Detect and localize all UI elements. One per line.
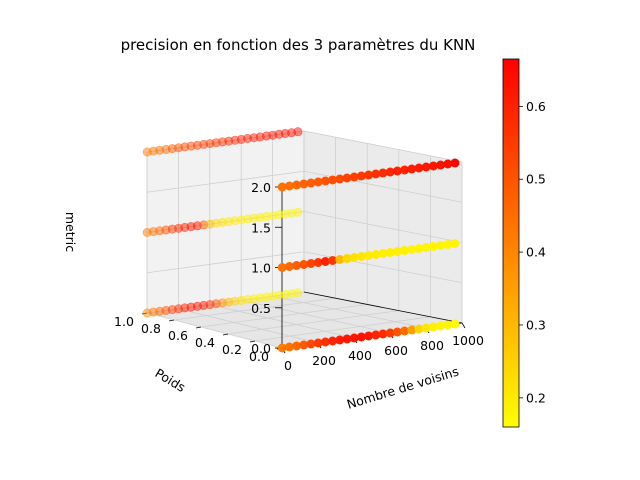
x-tick-label: 800 <box>420 338 444 353</box>
chart-title: precision en fonction des 3 paramètres d… <box>121 36 476 54</box>
y-tick-mark <box>168 319 175 322</box>
grid-line-x <box>178 308 319 344</box>
z-tick-label: 2.0 <box>251 180 271 195</box>
grid-line-z <box>303 130 463 163</box>
colorbar-tick-label: 0.6 <box>526 99 546 114</box>
grid-line-y <box>254 316 431 342</box>
y-tick-mark <box>195 326 202 329</box>
y-axis-line <box>303 291 463 324</box>
y-tick-mark <box>222 333 229 336</box>
scatter-points <box>142 127 460 353</box>
y-axis-label: Poids <box>152 365 188 395</box>
grid-line-x <box>146 312 283 349</box>
colorbar-tick-label: 0.3 <box>526 317 546 332</box>
y-tick-label: 1.0 <box>114 314 134 329</box>
z-tick-label: 1.0 <box>251 261 271 276</box>
grid-line-z <box>146 251 305 274</box>
grid-line-z <box>146 170 305 193</box>
grid-line-y <box>227 310 399 335</box>
scatter-point <box>450 239 460 249</box>
x-tick-label: 400 <box>348 348 372 363</box>
grid-line-x <box>272 295 427 329</box>
colorbar-tick-label: 0.5 <box>526 172 546 187</box>
y-tick-label: 0.2 <box>222 342 242 357</box>
y-tick-label: 0.8 <box>141 321 161 336</box>
colorbar-tick-label: 0.4 <box>526 245 546 260</box>
z-axis-label: metric <box>63 212 78 252</box>
colorbar-ticks: 0.2 0.3 0.4 0.5 0.6 <box>519 99 546 405</box>
y-tick-label: 0.0 <box>249 349 269 364</box>
y-tick-mark <box>249 340 256 343</box>
x-tick-mark <box>461 322 466 329</box>
scatter-point <box>293 288 303 298</box>
x-tick-label: 600 <box>384 343 408 358</box>
z-tick-label: 1.5 <box>251 220 271 235</box>
x-tick-label: 200 <box>312 353 336 368</box>
scatter-point <box>450 319 460 329</box>
x-tick-label: 0 <box>284 358 292 373</box>
x-axis-label: Nombre de voisins <box>345 364 460 412</box>
grid-line-x <box>241 300 391 334</box>
axes-panes <box>146 130 463 349</box>
scatter-point <box>293 207 303 217</box>
colorbar-tick-label: 0.2 <box>526 390 546 405</box>
scatter-point <box>450 158 460 168</box>
y-tick-label: 0.6 <box>168 328 188 343</box>
colorbar <box>502 58 520 428</box>
grid-line-y <box>173 297 336 321</box>
x-tick-label: 1000 <box>452 333 484 348</box>
z-tick-label: 0.5 <box>251 301 271 316</box>
y-tick-label: 0.4 <box>195 335 215 350</box>
scatter-point <box>293 127 303 137</box>
z-tick-label: 0.0 <box>251 341 271 356</box>
axes-ticks: 0 200 400 600 800 1000 0.0 0.2 0.4 0.6 0.8 1.0 0.0 0.… <box>114 180 484 373</box>
grid-line-y <box>200 304 368 328</box>
grid-line-z <box>303 211 463 243</box>
